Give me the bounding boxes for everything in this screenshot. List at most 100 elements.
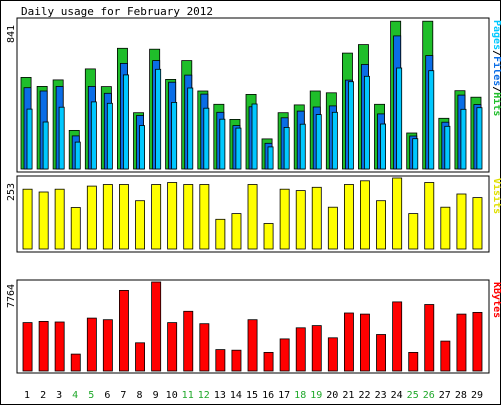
x-tick-label-day-8: 8: [136, 390, 142, 401]
bar-visits-day-28: [456, 193, 467, 250]
bar-visits-day-23: [376, 200, 387, 250]
bar-pages-day-15: [251, 103, 258, 170]
x-tick-label-day-5: 5: [88, 390, 94, 401]
bar-pages-day-7: [123, 74, 129, 170]
bar-pages-day-5: [90, 101, 97, 170]
x-tick-label-day-11: 11: [182, 390, 194, 401]
bar-pages-day-27: [444, 125, 451, 170]
bar-kbytes-day-10: [167, 322, 178, 372]
bar-visits-day-7: [119, 184, 129, 250]
bar-kbytes-day-6: [102, 319, 113, 372]
x-tick-label-day-17: 17: [278, 390, 290, 401]
bar-pages-day-2: [42, 121, 49, 170]
bar-visits-day-11: [183, 184, 194, 250]
x-tick-label-day-22: 22: [358, 390, 370, 401]
ymax-label-visits: 253: [6, 183, 17, 201]
x-tick-label-day-29: 29: [471, 390, 483, 401]
bar-pages-day-28: [460, 108, 467, 170]
bar-pages-day-24: [396, 67, 403, 170]
bar-visits-day-22: [359, 180, 370, 250]
bar-visits-day-16: [263, 223, 274, 250]
x-tick-label-day-27: 27: [439, 390, 451, 401]
bar-kbytes-day-18: [295, 327, 306, 372]
x-tick-label-day-26: 26: [423, 390, 435, 401]
bar-pages-day-9: [155, 68, 162, 170]
bar-visits-day-19: [311, 186, 322, 250]
bar-visits-day-18: [295, 190, 306, 250]
bar-pages-day-19: [315, 114, 322, 170]
bar-pages-day-13: [219, 118, 226, 170]
bar-kbytes-day-22: [359, 313, 370, 372]
bar-pages-day-23: [380, 123, 386, 170]
x-tick-label-day-1: 1: [24, 390, 30, 401]
x-tick-label-day-19: 19: [310, 390, 322, 401]
bar-kbytes-day-25: [408, 351, 419, 372]
bar-visits-day-6: [102, 184, 113, 250]
bar-visits-day-2: [38, 191, 49, 250]
bar-pages-day-18: [299, 123, 306, 170]
x-tick-label-day-28: 28: [455, 390, 467, 401]
x-tick-label-day-15: 15: [246, 390, 258, 401]
bar-pages-day-3: [58, 106, 65, 170]
bar-pages-day-4: [74, 141, 81, 170]
bar-kbytes-day-4: [70, 353, 81, 372]
bar-visits-day-4: [70, 207, 81, 250]
x-tick-label-day-21: 21: [342, 390, 354, 401]
bar-visits-day-21: [343, 184, 354, 250]
bar-pages-day-11: [187, 87, 194, 170]
bar-visits-day-15: [247, 184, 258, 250]
legend-label-part: KBytes: [491, 282, 501, 318]
chart-title: Daily usage for February 2012: [21, 5, 213, 18]
x-tick-label-day-20: 20: [326, 390, 338, 401]
bar-kbytes-day-24: [392, 301, 403, 372]
bar-pages-day-6: [106, 102, 113, 170]
bar-visits-day-9: [151, 184, 162, 250]
bar-visits-day-17: [279, 188, 290, 250]
bar-visits-day-8: [135, 200, 146, 250]
bar-kbytes-day-27: [440, 340, 451, 372]
bar-visits-day-29: [472, 197, 483, 250]
legend-label-visits: Visits: [491, 178, 501, 214]
bar-kbytes-day-21: [343, 312, 354, 372]
x-tick-label-day-18: 18: [294, 390, 306, 401]
bar-kbytes-day-12: [199, 323, 210, 372]
bar-pages-day-25: [412, 138, 419, 170]
x-tick-label-day-12: 12: [198, 390, 210, 401]
ymax-label-kbytes: 7764: [6, 284, 17, 308]
legend-label-part: Visits: [491, 178, 501, 214]
x-tick-label-day-14: 14: [230, 390, 242, 401]
bar-visits-day-5: [86, 185, 97, 250]
legend-label-hits: Pages/Files/Hits: [491, 20, 501, 116]
bar-kbytes-day-2: [38, 320, 49, 372]
bar-pages-day-1: [26, 108, 33, 170]
bar-visits-day-20: [327, 206, 338, 250]
bar-kbytes-day-14: [231, 349, 242, 372]
bar-kbytes-day-16: [263, 351, 274, 372]
x-tick-label-day-24: 24: [391, 390, 403, 401]
bar-visits-day-27: [440, 206, 451, 250]
x-tick-label-day-23: 23: [375, 390, 387, 401]
bar-visits-day-14: [231, 213, 242, 250]
bar-kbytes-day-3: [54, 321, 65, 372]
bar-visits-day-25: [408, 213, 419, 250]
bar-visits-day-24: [392, 177, 403, 250]
bar-visits-day-26: [424, 182, 435, 250]
bar-kbytes-day-23: [376, 334, 387, 372]
bar-kbytes-day-11: [183, 310, 194, 372]
bar-kbytes-day-9: [151, 281, 162, 372]
panel-kbytes: 7764 KBytes: [6, 279, 501, 374]
bar-pages-day-17: [283, 127, 290, 170]
bar-pages-day-16: [267, 146, 274, 170]
bar-visits-day-13: [215, 218, 226, 250]
bar-kbytes-day-5: [86, 317, 97, 372]
bar-pages-day-20: [331, 111, 338, 170]
bar-pages-day-26: [428, 70, 435, 170]
x-tick-label-day-10: 10: [166, 390, 178, 401]
bar-kbytes-day-26: [424, 304, 435, 372]
x-axis-day-labels: 1 2 3 4 5 6 7 8 9 10 11 12 13 14 15 16 17 18 19 20 21 22 23 24 2…: [24, 390, 483, 401]
x-tick-label-day-6: 6: [104, 390, 110, 401]
legend-label-kbytes: KBytes: [491, 282, 501, 318]
bar-kbytes-day-19: [311, 325, 322, 372]
